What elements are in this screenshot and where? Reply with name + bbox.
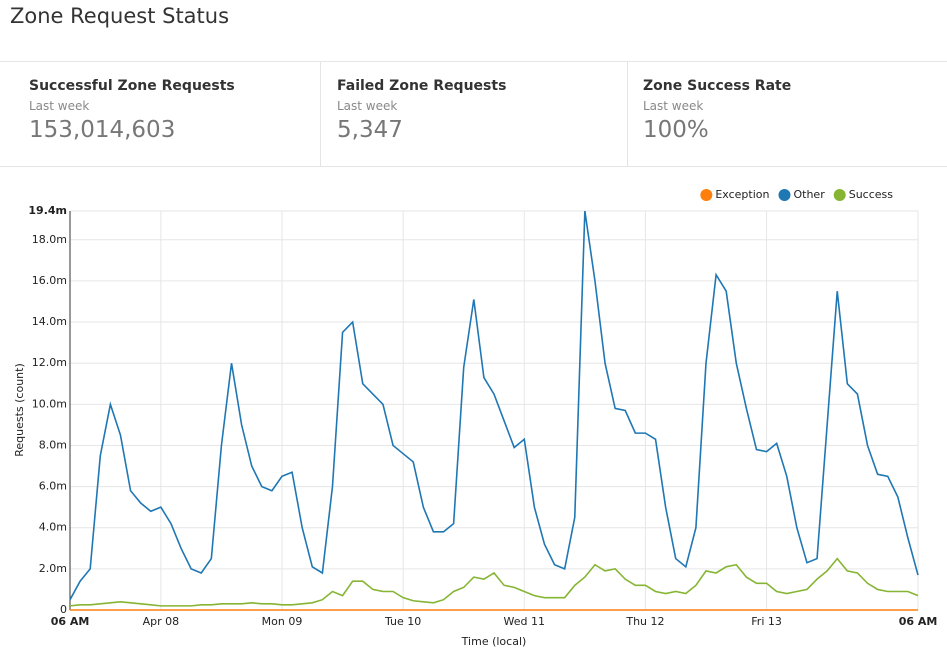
- y-tick-label: 4.0m: [39, 521, 67, 534]
- kpi-row: Successful Zone Requests Last week 153,014…: [0, 61, 947, 167]
- x-tick-label: Wed 11: [504, 615, 545, 628]
- legend-marker: [778, 189, 791, 201]
- x-tick-label: Fri 13: [751, 615, 782, 628]
- kpi-subtitle: Last week: [29, 99, 90, 113]
- kpi-card: Failed Zone Requests Last week 5,347: [321, 62, 628, 166]
- legend-marker: [833, 189, 846, 201]
- kpi-value: 153,014,603: [29, 117, 176, 143]
- y-tick-label: 0: [60, 603, 67, 616]
- x-tick-label: Tue 10: [384, 615, 421, 628]
- x-tick-label: Mon 09: [262, 615, 303, 628]
- chart: Requests (count) Time (local) 0 2.0m 4.0m 6…: [13, 188, 938, 648]
- kpi-title: Failed Zone Requests: [337, 78, 507, 94]
- x-axis-label: Time (local): [461, 635, 527, 648]
- y-tick-label: 19.4m: [28, 204, 67, 217]
- kpi-subtitle: Last week: [337, 99, 398, 113]
- y-tick-label: 10.0m: [32, 397, 67, 410]
- y-tick-label: 6.0m: [39, 480, 67, 493]
- x-tick-label: Thu 12: [625, 615, 664, 628]
- series-line: [69, 210, 919, 601]
- page-title: Zone Request Status: [10, 4, 230, 28]
- legend-label: Success: [849, 188, 894, 201]
- y-tick-label: 14.0m: [32, 315, 67, 328]
- legend-label: Exception: [715, 188, 769, 201]
- kpi-title: Zone Success Rate: [643, 78, 792, 94]
- x-tick-label: 06 AM: [899, 615, 938, 628]
- kpi-card: Zone Success Rate Last week 100%: [628, 62, 947, 166]
- legend-label: Other: [793, 188, 825, 201]
- kpi-card: Successful Zone Requests Last week 153,014…: [0, 62, 321, 166]
- legend-marker: [700, 189, 713, 201]
- kpi-value: 5,347: [337, 117, 403, 143]
- kpi-value: 100%: [643, 117, 709, 143]
- y-tick-label: 18.0m: [32, 233, 67, 246]
- y-tick-label: 16.0m: [32, 274, 67, 287]
- x-tick-label: 06 AM: [51, 615, 90, 628]
- x-tick-label: Apr 08: [143, 615, 180, 628]
- y-tick-label: 2.0m: [39, 562, 67, 575]
- kpi-title: Successful Zone Requests: [29, 78, 235, 94]
- y-axis-label: Requests (count): [13, 363, 26, 457]
- kpi-subtitle: Last week: [643, 99, 704, 113]
- y-tick-label: 12.0m: [32, 356, 67, 369]
- y-tick-label: 8.0m: [39, 438, 67, 451]
- series-line: [69, 557, 919, 607]
